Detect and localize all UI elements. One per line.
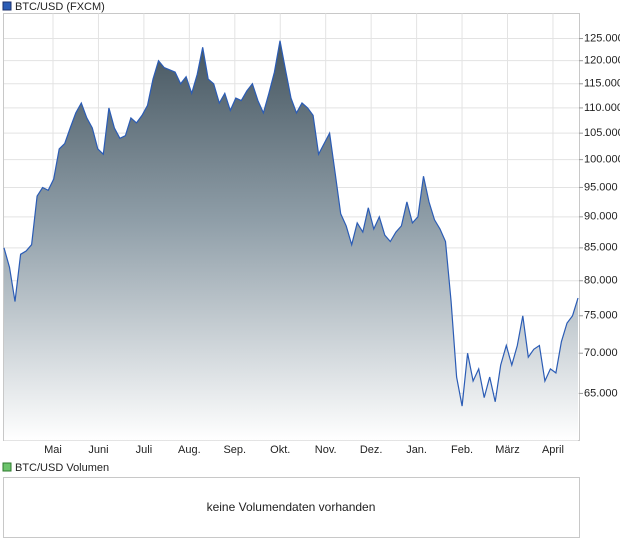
y-tick-label: 70.000 — [584, 347, 618, 359]
x-tick-label: Juli — [136, 444, 153, 456]
y-tick-label: 120.000 — [584, 55, 620, 67]
no-data-message: keine Volumendaten vorhanden — [207, 500, 376, 514]
legend-label: BTC/USD Volumen — [15, 462, 109, 474]
price-line — [3, 40, 579, 407]
y-tick-label: 100.000 — [584, 154, 620, 166]
volume-frame — [3, 477, 580, 538]
y-tick-label: 105.000 — [584, 127, 620, 139]
x-tick-label: Juni — [88, 444, 108, 456]
y-tick-label: 95.000 — [584, 181, 618, 193]
y-tick-label: 65.000 — [584, 387, 618, 399]
y-tick-label: 85.000 — [584, 242, 618, 254]
y-tick-label: 80.000 — [584, 275, 618, 287]
x-tick-label: Jan. — [406, 444, 427, 456]
x-tick-label: Feb. — [451, 444, 473, 456]
y-tick-label: 90.000 — [584, 211, 618, 223]
x-tick-label: April — [542, 444, 564, 456]
x-tick-label: Mai — [44, 444, 62, 456]
x-tick-label: Aug. — [178, 444, 201, 456]
y-tick-label: 115.000 — [584, 78, 620, 90]
area-fill — [4, 40, 578, 441]
y-tick-label: 75.000 — [584, 310, 618, 322]
x-tick-label: März — [495, 444, 519, 456]
legend-label: BTC/USD (FXCM) — [15, 1, 105, 13]
x-tick-label: Sep. — [223, 444, 246, 456]
x-tick-label: Dez. — [360, 444, 383, 456]
x-tick-label: Okt. — [270, 444, 290, 456]
y-tick-label: 125.000 — [584, 32, 620, 44]
y-tick-label: 110.000 — [584, 102, 620, 114]
legend-swatch — [2, 462, 12, 472]
x-tick-label: Nov. — [315, 444, 337, 456]
legend-swatch — [2, 1, 12, 11]
